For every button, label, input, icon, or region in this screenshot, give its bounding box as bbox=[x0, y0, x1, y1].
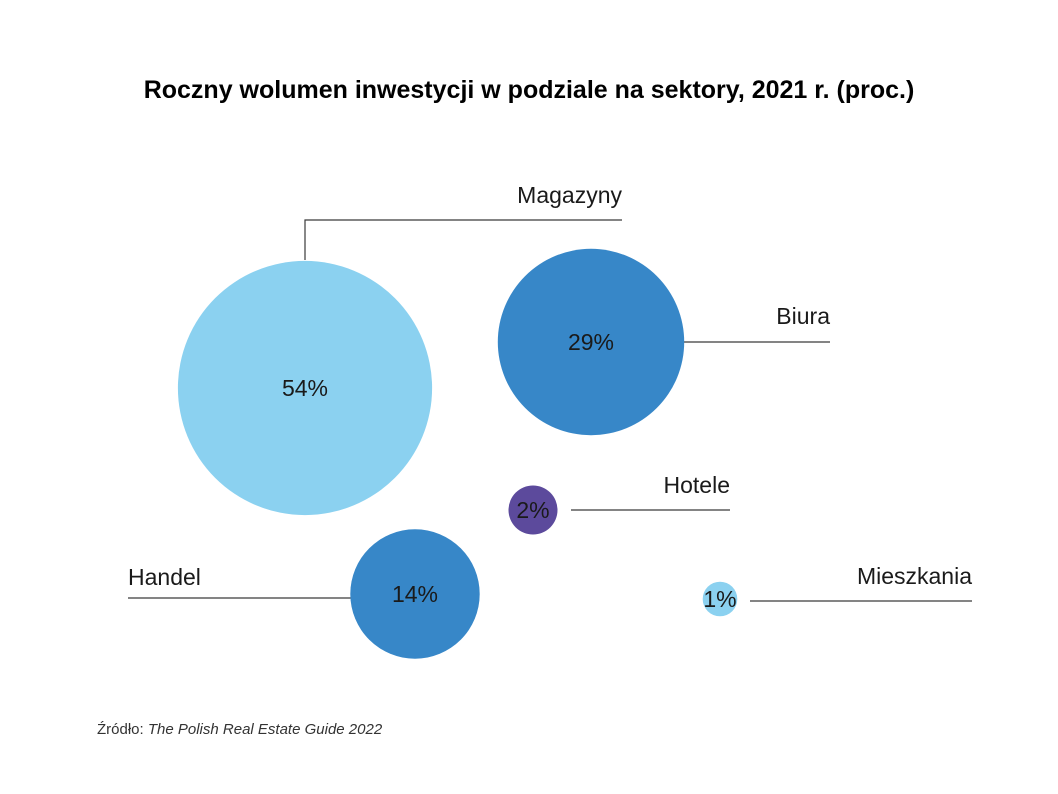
source-note: Źródło: The Polish Real Estate Guide 202… bbox=[97, 721, 383, 738]
category-label-handel: Handel bbox=[128, 564, 201, 590]
category-label-mieszkania: Mieszkania bbox=[857, 563, 972, 589]
bubble-hotele bbox=[508, 485, 558, 535]
leader-line-magazyny bbox=[304, 219, 622, 260]
source-prefix: Źródło: bbox=[97, 721, 148, 738]
bubble-group-biura: 29% Biura bbox=[497, 248, 830, 436]
bubble-biura bbox=[497, 248, 685, 436]
bubble-mieszkania bbox=[702, 581, 738, 617]
bubble-magazyny bbox=[177, 260, 433, 516]
value-label-biura: 29% bbox=[568, 329, 614, 355]
chart-title: Roczny wolumen inwestycji w podziale na … bbox=[144, 76, 915, 104]
bubble-group-magazyny: 54% Magazyny bbox=[177, 182, 622, 516]
category-label-hotele: Hotele bbox=[664, 472, 730, 498]
bubble-group-mieszkania: 1% Mieszkania bbox=[702, 563, 972, 617]
value-label-mieszkania: 1% bbox=[703, 586, 736, 612]
value-label-handel: 14% bbox=[392, 581, 438, 607]
source-title: The Polish Real Estate Guide 2022 bbox=[148, 721, 383, 738]
bubble-group-handel: 14% Handel bbox=[128, 529, 480, 659]
category-label-magazyny: Magazyny bbox=[517, 182, 622, 208]
category-label-biura: Biura bbox=[776, 303, 830, 329]
value-label-hotele: 2% bbox=[516, 497, 549, 523]
bubble-handel bbox=[350, 529, 480, 659]
bubbles-layer: 54% Magazyny 29% Biura 2% Hotele 14% Handel 1% Mi… bbox=[128, 182, 972, 659]
value-label-magazyny: 54% bbox=[282, 375, 328, 401]
bubble-group-hotele: 2% Hotele bbox=[508, 472, 730, 535]
